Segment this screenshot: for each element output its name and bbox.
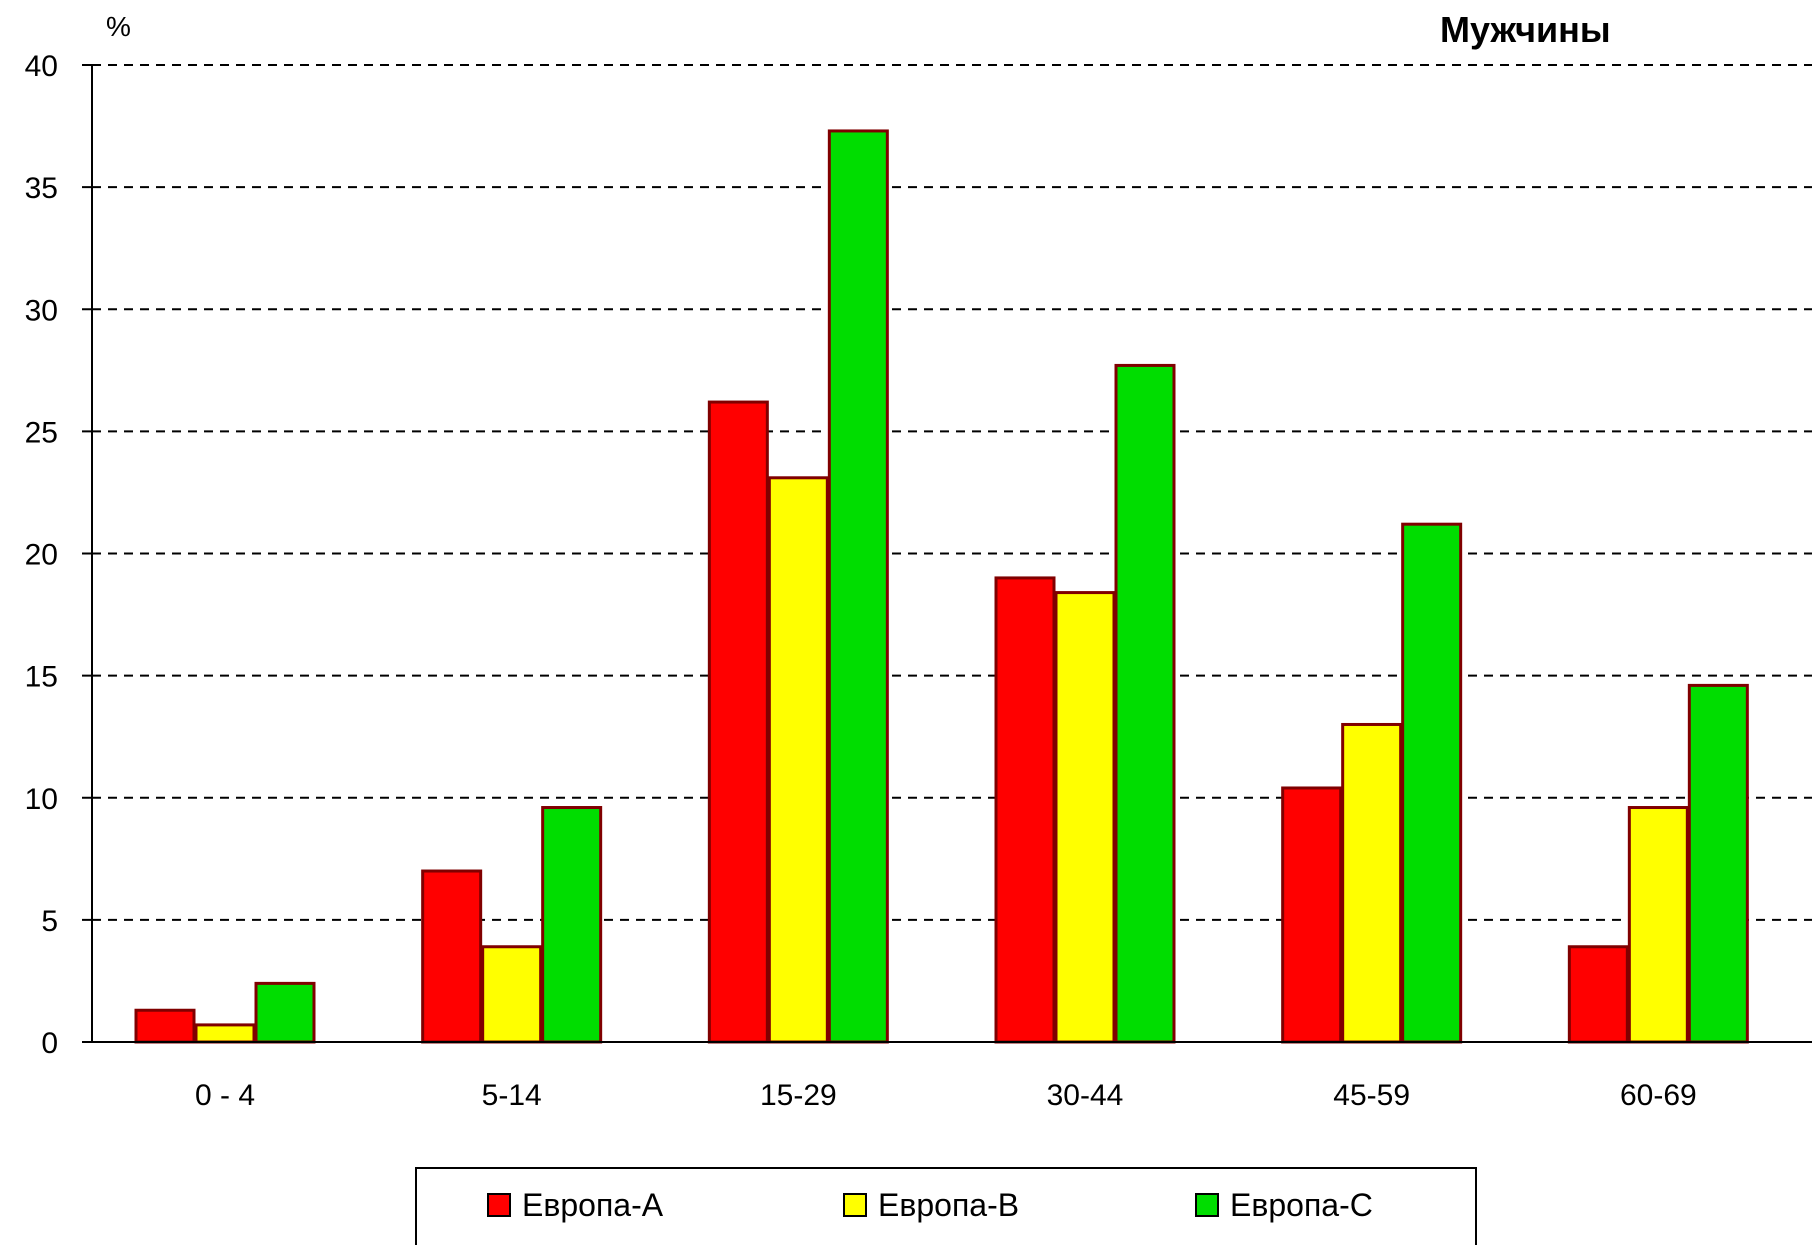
y-tick-label: 30 — [25, 294, 58, 327]
legend-box — [415, 1167, 1477, 1245]
bar-1-0 — [421, 869, 483, 1044]
y-tick-labels: 0 5 10 15 20 25 30 35 40 — [25, 50, 58, 1060]
y-tick-label: 5 — [41, 905, 58, 938]
bar-0-2 — [254, 981, 316, 1044]
legend-swatch — [487, 1193, 511, 1217]
y-tick-label: 25 — [25, 416, 58, 449]
bar-5-2 — [1687, 683, 1749, 1044]
legend: Европа-A Европа-B Европа-C — [415, 1167, 1477, 1245]
x-tick-label: 60-69 — [1620, 1079, 1697, 1112]
bar-2-2 — [827, 129, 889, 1044]
x-tick-label: 45-59 — [1333, 1079, 1410, 1112]
x-tick-label: 0 - 4 — [195, 1079, 255, 1112]
y-tick-label: 40 — [25, 50, 58, 83]
bar-5-0 — [1567, 945, 1629, 1044]
y-tick-label: 10 — [25, 783, 58, 816]
bar-2-1 — [767, 476, 829, 1044]
bar-5-1 — [1627, 806, 1689, 1044]
bar-2-0 — [707, 400, 769, 1044]
bar-0-1 — [194, 1023, 256, 1044]
legend-label: Европа-A — [522, 1187, 664, 1223]
bar-1-2 — [541, 806, 603, 1044]
bar-3-2 — [1114, 363, 1176, 1044]
legend-label: Европа-C — [1230, 1187, 1373, 1223]
y-tick-label: 15 — [25, 661, 58, 694]
y-axis-unit-label: % — [106, 11, 131, 42]
y-tick-label: 20 — [25, 539, 58, 572]
bar-4-1 — [1341, 722, 1403, 1044]
x-tick-labels: 0 - 4 5-14 15-29 30-44 45-59 60-69 — [195, 1079, 1697, 1112]
x-tick-label: 15-29 — [760, 1079, 837, 1112]
x-tick-label: 30-44 — [1047, 1079, 1124, 1112]
bar-1-1 — [481, 945, 543, 1044]
bar-3-1 — [1054, 591, 1116, 1044]
legend-swatch — [843, 1193, 867, 1217]
legend-label: Европа-B — [878, 1187, 1019, 1223]
bars — [134, 129, 1749, 1044]
gridlines — [82, 64, 1812, 1043]
y-tick-label: 0 — [41, 1027, 58, 1060]
chart-title: Мужчины — [1440, 9, 1611, 50]
x-tick-label: 5-14 — [482, 1079, 542, 1112]
bar-0-0 — [134, 1008, 196, 1044]
legend-swatch — [1195, 1193, 1219, 1217]
y-tick-label: 35 — [25, 172, 58, 205]
bar-4-0 — [1281, 786, 1343, 1044]
bar-3-0 — [994, 576, 1056, 1044]
bar-4-2 — [1401, 522, 1463, 1044]
